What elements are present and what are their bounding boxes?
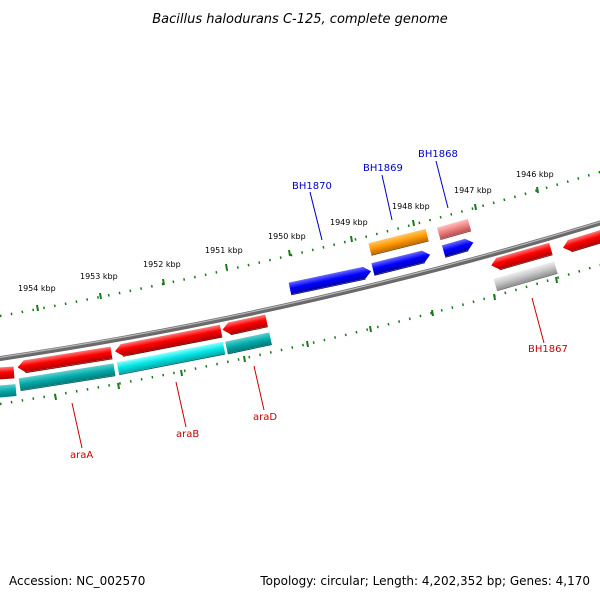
gene-bh1870[interactable] [288, 265, 373, 296]
topology-text: Topology: circular; Length: 4,202,352 bp… [260, 574, 590, 588]
genome-backbone [0, 220, 600, 362]
gene-araB-upper[interactable] [114, 324, 223, 358]
scale-ruler-outer [0, 170, 600, 318]
gene-bh1869[interactable] [371, 249, 431, 276]
gene-araA-lower[interactable] [18, 363, 116, 392]
gene-bh1867-gray[interactable] [493, 261, 558, 292]
accession-text: Accession: NC_002570 [9, 574, 146, 588]
scale-label-1953: 1953 kbp [80, 272, 118, 281]
map-title: Bacillus halodurans C-125, complete geno… [152, 12, 448, 27]
gene-cyan-1[interactable] [0, 384, 17, 398]
gene-label-bh1867[interactable]: BH1867 [528, 344, 568, 355]
scale-label-1954: 1954 kbp [18, 284, 56, 293]
label-leaders-reverse [71, 297, 545, 449]
gene-label-bh1868[interactable]: BH1868 [418, 149, 458, 160]
scale-label-1947: 1947 kbp [454, 186, 492, 195]
gene-label-araD[interactable]: araD [253, 412, 277, 423]
scale-label-1950: 1950 kbp [268, 232, 306, 241]
gene-orange-block[interactable] [368, 228, 429, 256]
gene-bh1867-red[interactable] [490, 242, 553, 272]
gene-label-araA[interactable]: araA [70, 450, 93, 461]
scale-label-1946: 1946 kbp [516, 170, 554, 179]
label-leaders-forward [309, 160, 449, 241]
gene-araD-upper[interactable] [221, 314, 268, 337]
scale-ruler-inner [0, 263, 600, 406]
scale-label-1949: 1949 kbp [330, 218, 368, 227]
scale-label-1951: 1951 kbp [205, 246, 243, 255]
genome-backbone-highlight [0, 221, 600, 358]
outer-major-ticks [36, 186, 539, 312]
gene-label-bh1870[interactable]: BH1870 [292, 181, 332, 192]
gene-red-1[interactable] [0, 366, 15, 380]
inner-major-ticks [54, 276, 558, 401]
gene-red-right[interactable] [561, 229, 600, 254]
gene-araD-lower[interactable] [225, 332, 272, 355]
scale-label-1952: 1952 kbp [143, 260, 181, 269]
gene-araA-upper[interactable] [17, 346, 113, 374]
gene-pink-block[interactable] [436, 218, 472, 241]
gene-label-araB[interactable]: araB [176, 429, 199, 440]
gene-araB-lower[interactable] [116, 341, 226, 376]
gene-label-bh1869[interactable]: BH1869 [363, 163, 403, 174]
scale-label-1948: 1948 kbp [392, 202, 430, 211]
gene-bh1868[interactable] [441, 237, 475, 258]
